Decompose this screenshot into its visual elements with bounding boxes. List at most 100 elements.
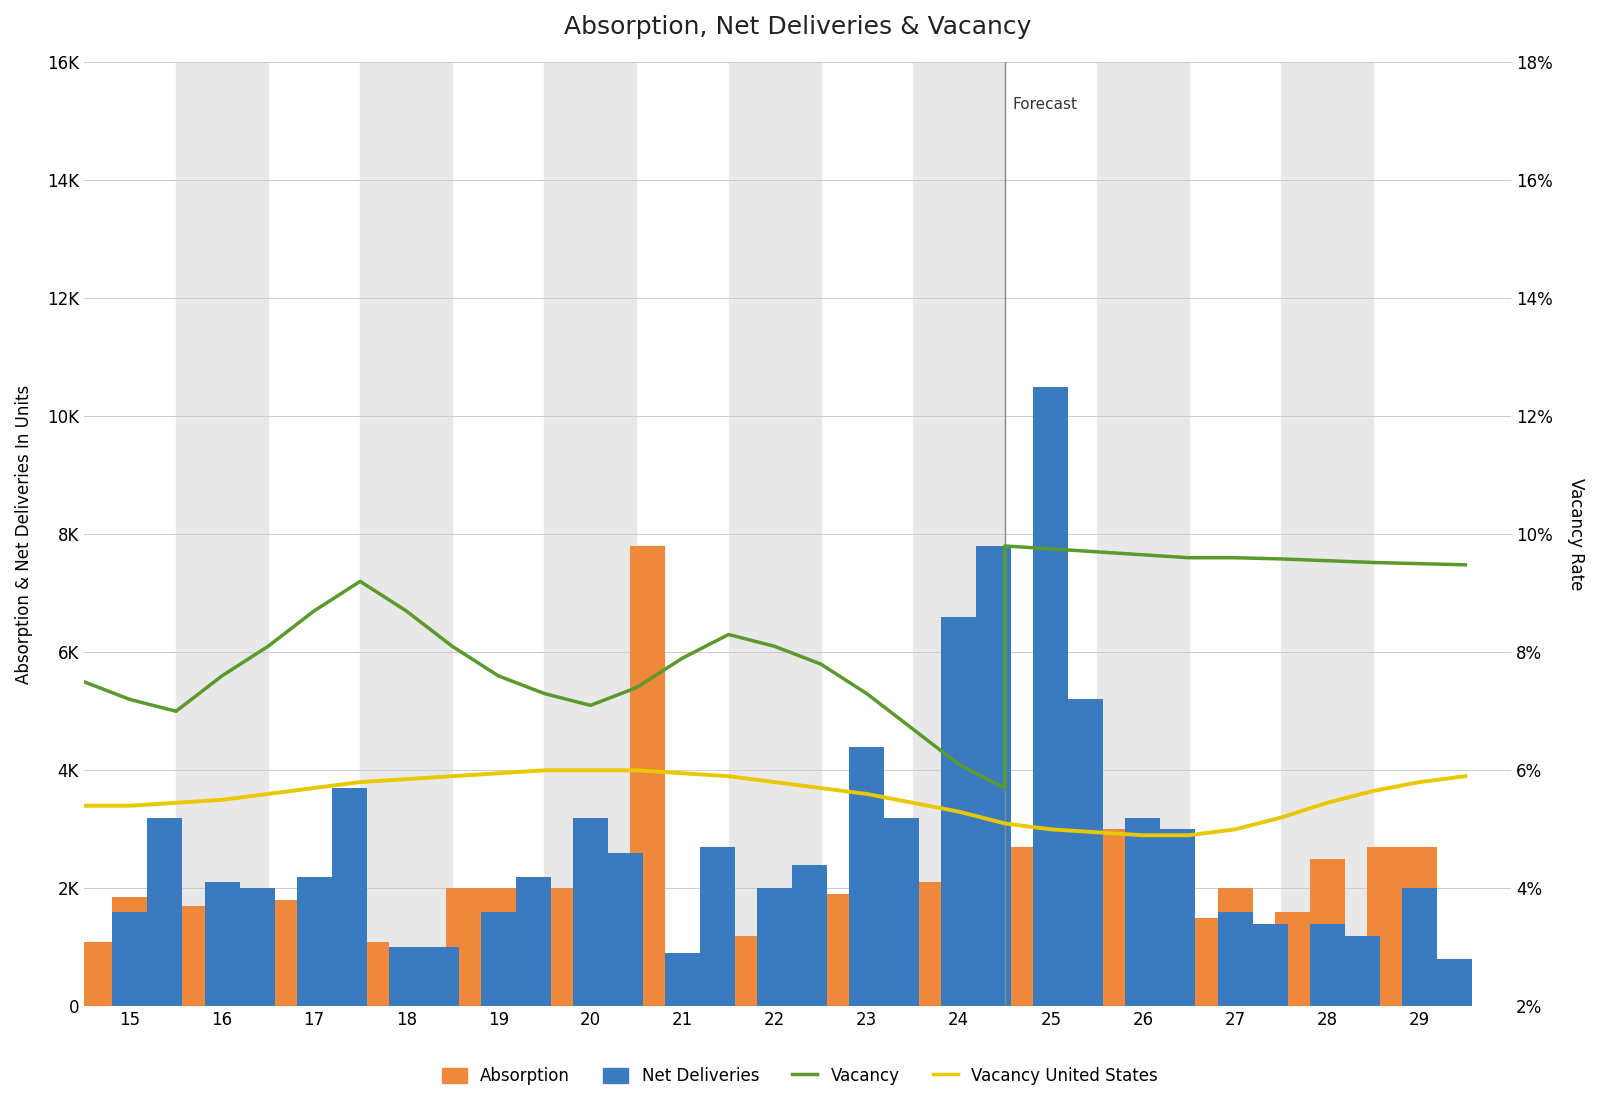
Bar (1344, 935, 1379, 1007)
Vacancy United States (858, 788, 877, 801)
Vacancy United States (1133, 829, 1152, 842)
Vacancy (304, 604, 323, 618)
Bar (998, 847, 1034, 1007)
Bar (1125, 935, 1160, 1007)
Legend: Absorption, Net Deliveries, Vacancy, Vacancy United States: Absorption, Net Deliveries, Vacancy, Vac… (435, 1060, 1165, 1091)
Bar (147, 818, 182, 1007)
Vacancy United States (1226, 822, 1245, 835)
Vacancy (902, 722, 922, 735)
Bar (608, 853, 643, 1007)
Bar (912, 62, 1005, 1007)
Vacancy United States (74, 799, 93, 812)
Bar (482, 889, 515, 1007)
Bar (630, 546, 666, 1007)
Vacancy United States (1272, 811, 1291, 824)
Vacancy United States (350, 775, 370, 789)
Vacancy United States (1088, 825, 1107, 839)
Bar (354, 941, 389, 1007)
Bar (170, 907, 205, 1007)
Bar (176, 62, 269, 1007)
Vacancy United States (488, 767, 507, 780)
Vacancy (1317, 554, 1336, 568)
Y-axis label: Absorption & Net Deliveries In Units: Absorption & Net Deliveries In Units (14, 384, 34, 683)
Vacancy United States (166, 797, 186, 810)
Bar (205, 882, 240, 1007)
Vacancy (581, 699, 600, 712)
Bar (1218, 889, 1253, 1007)
Bar (1069, 700, 1104, 1007)
Line: Vacancy United States: Vacancy United States (83, 770, 1466, 835)
Bar (1282, 62, 1373, 1007)
Bar (573, 818, 608, 1007)
Vacancy (1042, 542, 1061, 556)
Vacancy United States (995, 817, 1014, 830)
Vacancy (350, 574, 370, 588)
Vacancy (1363, 556, 1382, 569)
Bar (1098, 62, 1189, 1007)
Bar (850, 907, 885, 1007)
Bar (1310, 924, 1344, 1007)
Vacancy (213, 669, 232, 682)
Bar (941, 882, 976, 1007)
Vacancy (718, 628, 738, 641)
Bar (1034, 664, 1069, 1007)
Bar (262, 900, 296, 1007)
Bar (906, 882, 941, 1007)
Vacancy (1179, 551, 1198, 564)
Vacancy United States (213, 793, 232, 807)
Vacancy (397, 604, 416, 618)
Bar (885, 818, 918, 1007)
Vacancy United States (902, 797, 922, 810)
Bar (360, 62, 453, 1007)
Bar (389, 959, 424, 1007)
Vacancy United States (1179, 829, 1198, 842)
Bar (728, 62, 821, 1007)
Vacancy United States (811, 781, 830, 794)
Vacancy (1088, 546, 1107, 559)
Vacancy (949, 758, 968, 771)
Vacancy (443, 640, 462, 653)
Bar (573, 882, 608, 1007)
Bar (1160, 829, 1195, 1007)
Vacancy (995, 781, 1014, 794)
Vacancy (765, 640, 784, 653)
Bar (1402, 847, 1437, 1007)
Vacancy United States (259, 788, 278, 801)
Vacancy (811, 658, 830, 671)
Bar (1310, 859, 1344, 1007)
Vacancy (674, 651, 693, 664)
Vacancy (1133, 548, 1152, 561)
Bar (1253, 924, 1288, 1007)
Bar (1218, 912, 1253, 1007)
Vacancy United States (1456, 770, 1475, 783)
Bar (331, 788, 366, 1007)
Bar (814, 894, 850, 1007)
Vacancy United States (443, 770, 462, 783)
Bar (792, 864, 827, 1007)
Bar (389, 948, 424, 1007)
Vacancy (1272, 552, 1291, 565)
Bar (515, 877, 550, 1007)
Bar (296, 877, 331, 1007)
Bar (941, 617, 976, 1007)
Bar (1275, 912, 1310, 1007)
Bar (757, 930, 792, 1007)
Vacancy United States (397, 772, 416, 785)
Bar (1125, 818, 1160, 1007)
Bar (77, 941, 112, 1007)
Bar (296, 912, 331, 1007)
Bar (1437, 959, 1472, 1007)
Bar (446, 889, 482, 1007)
Bar (1034, 387, 1069, 1007)
Vacancy (1226, 551, 1245, 564)
Bar (538, 889, 573, 1007)
Y-axis label: Vacancy Rate: Vacancy Rate (1566, 478, 1586, 590)
Vacancy (1410, 557, 1429, 570)
Bar (722, 935, 757, 1007)
Vacancy United States (765, 775, 784, 789)
Bar (666, 977, 701, 1007)
Bar (112, 898, 147, 1007)
Vacancy (74, 675, 93, 689)
Vacancy United States (1410, 775, 1429, 789)
Bar (1402, 889, 1437, 1007)
